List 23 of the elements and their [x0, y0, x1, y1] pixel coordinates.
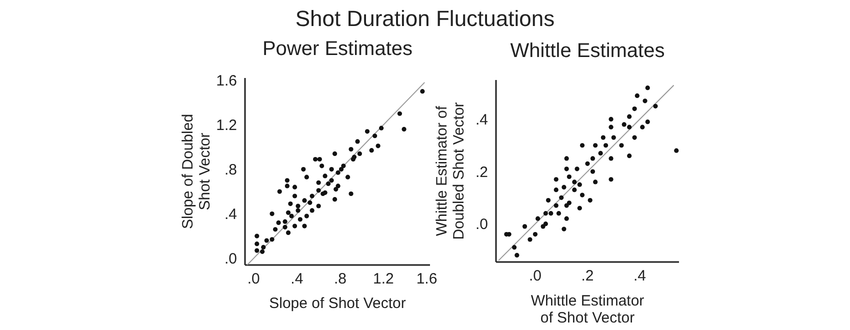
y-tick-label: .8 [224, 162, 237, 179]
x-axis-title: Whittle Estimator of Shot Vector [530, 292, 644, 326]
y-tick-label: .2 [475, 164, 488, 181]
chart-title: Power Estimates [261, 37, 414, 62]
x-tick-label: 1.2 [373, 270, 394, 288]
x-tick-label: .4 [290, 270, 304, 288]
y-axis-title: Slope of Doubled Shot Vector [178, 114, 214, 230]
x-tick-label: .4 [634, 268, 646, 285]
x-tick-label: .8 [334, 270, 346, 288]
chart-title: Whittle Estimates [510, 40, 665, 62]
y-tick-label: .4 [224, 206, 237, 224]
x-tick-label: .0 [528, 268, 542, 285]
y-tick-label: .4 [475, 112, 488, 129]
y-tick-label: 1.6 [216, 72, 237, 90]
y-tick-label: .0 [224, 250, 237, 268]
y-axis-title: Whittle Estimator of Doubled Shot Vector [432, 102, 468, 240]
x-tick-label: 1.6 [416, 270, 438, 288]
text: Shot Duration Fluctuations [294, 6, 556, 32]
x-axis-title: Slope of Shot Vector [269, 294, 406, 312]
x-tick-label: .0 [247, 270, 260, 288]
x-tick-label: .2 [581, 268, 594, 285]
y-tick-label: .0 [475, 216, 488, 234]
y-tick-label: 1.2 [216, 117, 237, 134]
